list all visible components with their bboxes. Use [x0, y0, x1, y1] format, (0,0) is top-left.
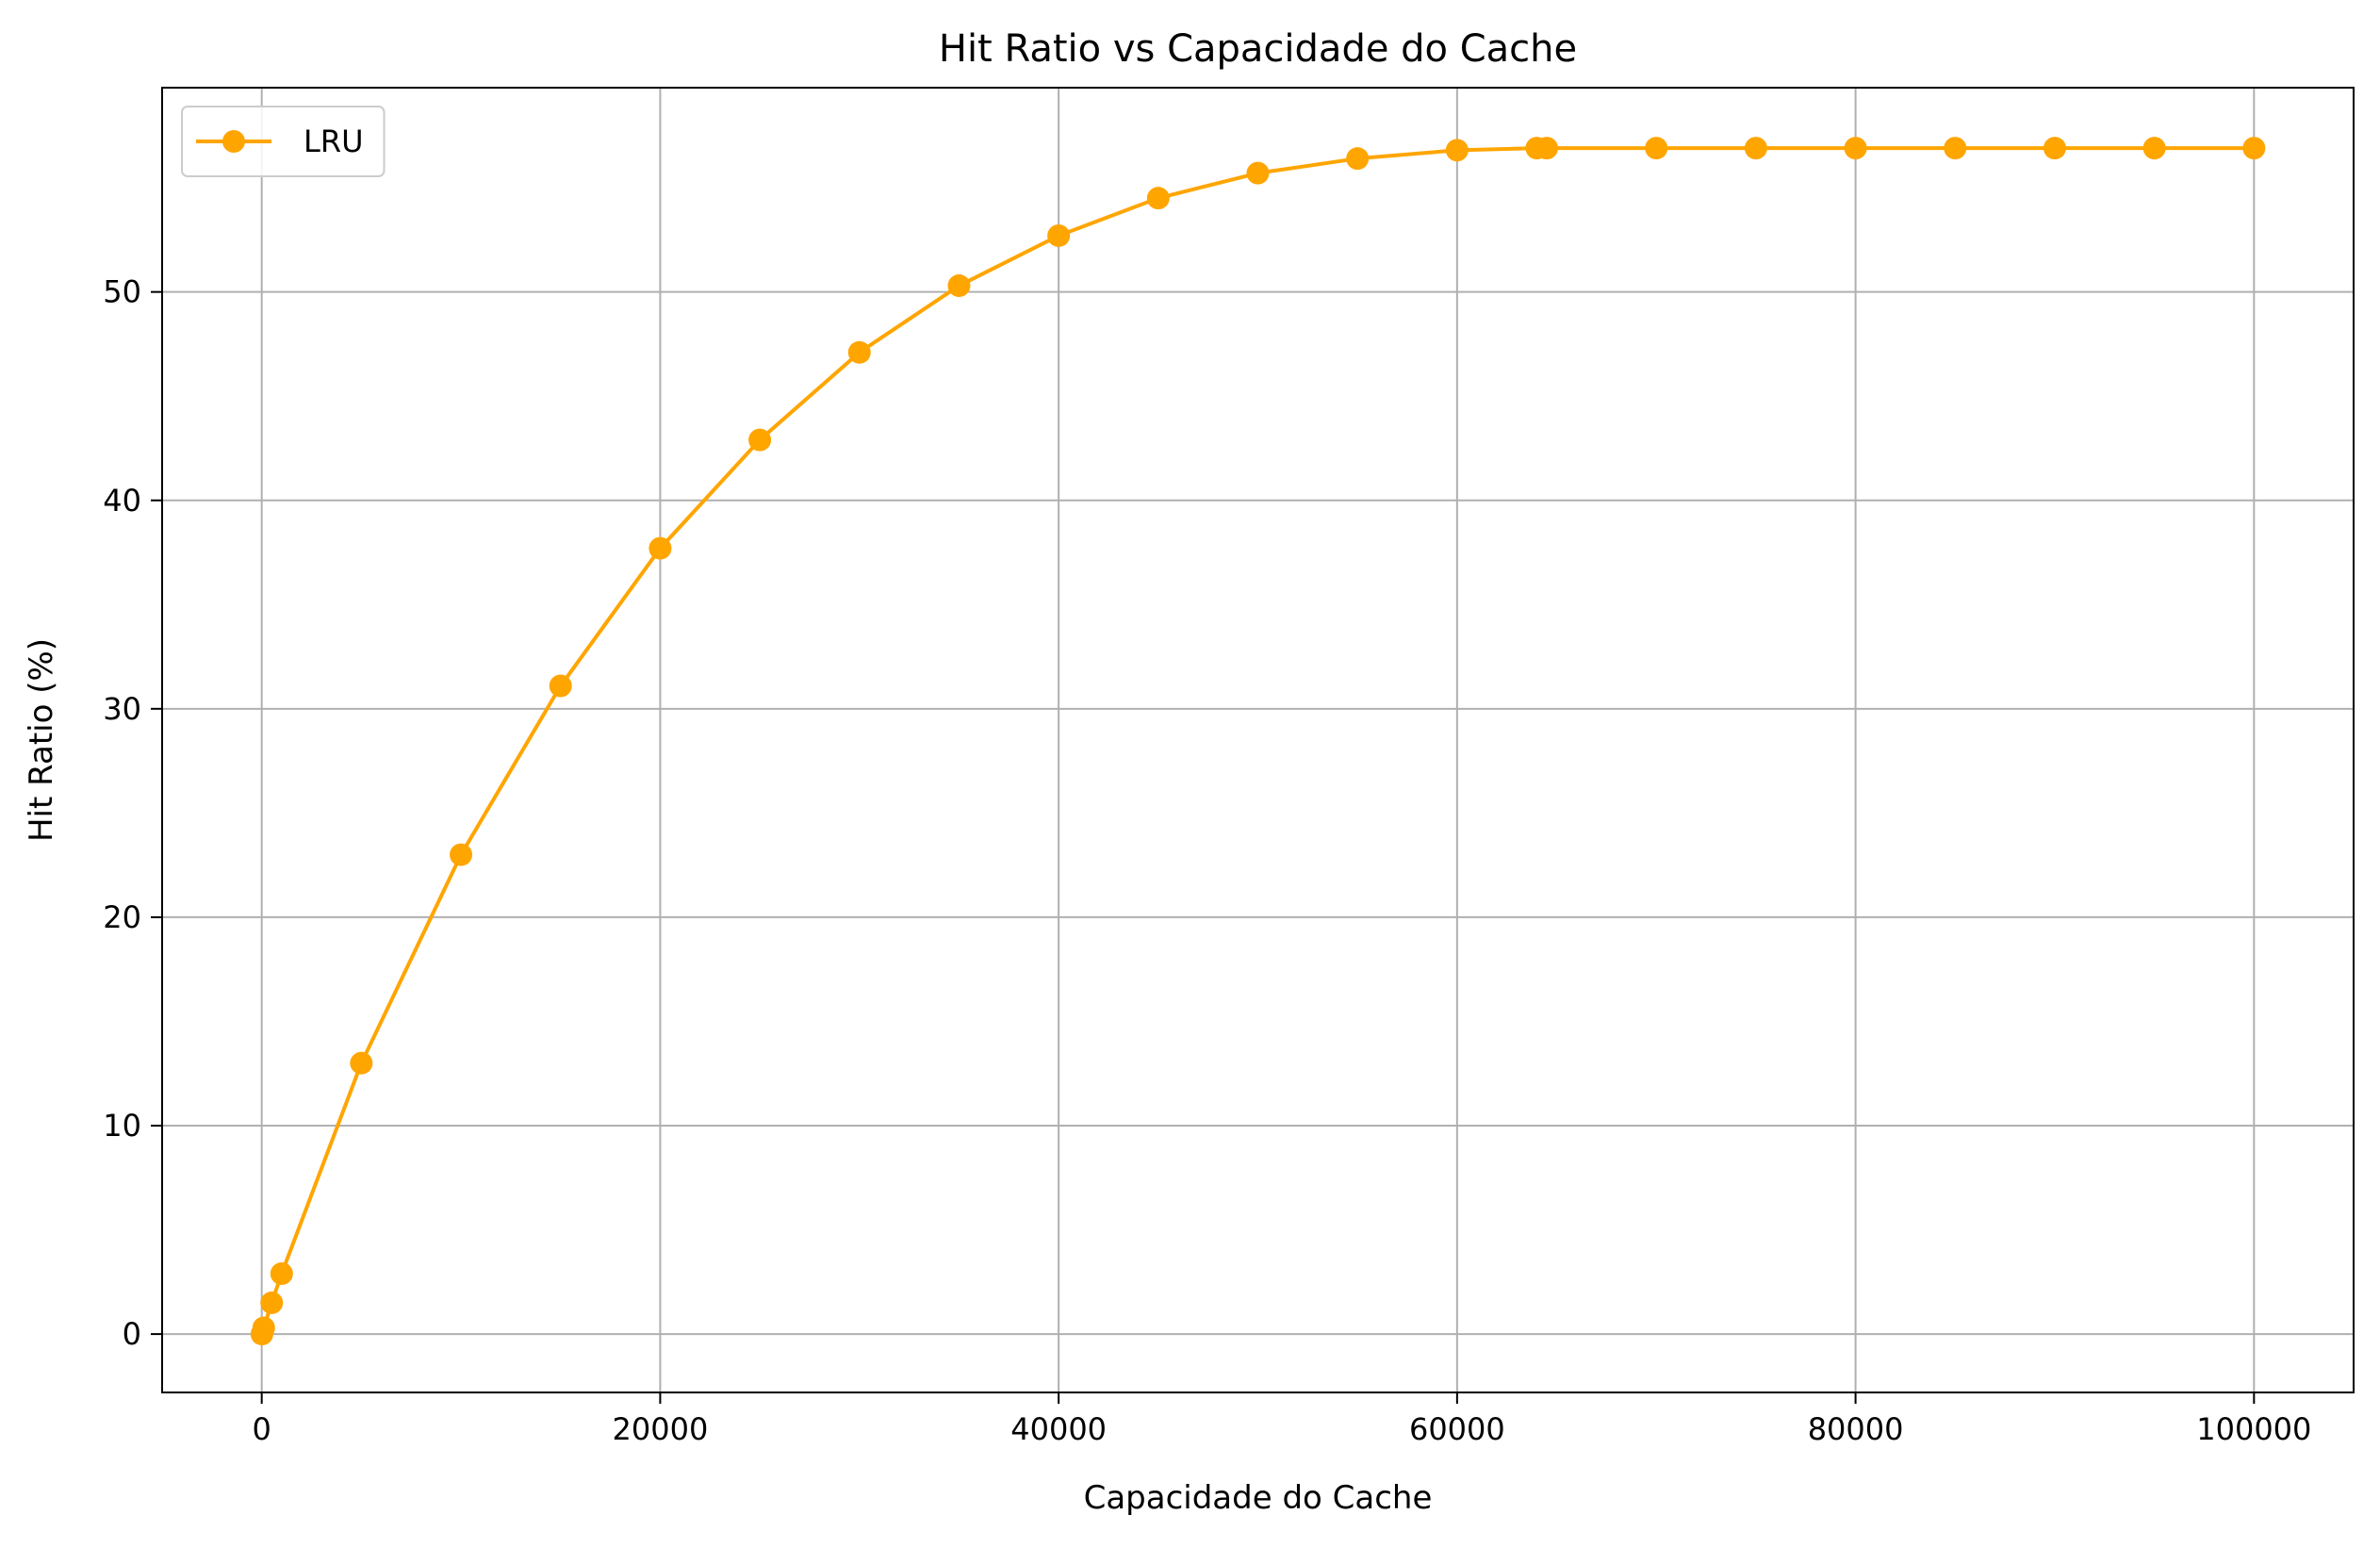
- data-point: [1645, 137, 1668, 160]
- legend: LRU: [181, 106, 386, 177]
- series-layer: [250, 137, 2266, 1346]
- data-point: [648, 536, 672, 560]
- axis-ticks: 0 20000 40000 60000 80000 100000 0 10 20 30 40 50: [103, 274, 2311, 1447]
- legend-box: [181, 106, 386, 177]
- x-axis-label: Capacidade do Cache: [1084, 1479, 1433, 1517]
- data-point: [1346, 147, 1370, 171]
- data-point: [252, 1316, 275, 1340]
- x-tick-label: 80000: [1808, 1411, 1904, 1447]
- y-tick-label: 50: [103, 274, 141, 310]
- data-point: [549, 674, 572, 698]
- y-tick-label: 40: [103, 483, 141, 519]
- x-tick-label: 20000: [613, 1411, 709, 1447]
- chart-title: Hit Ratio vs Capacidade do Cache: [939, 27, 1577, 71]
- data-point: [748, 428, 772, 452]
- plot-frame: [161, 87, 2355, 1393]
- legend-marker-lru: [222, 130, 245, 153]
- data-point: [270, 1261, 293, 1285]
- y-tick-label: 20: [103, 899, 141, 935]
- data-point: [1844, 137, 1867, 160]
- data-point: [2142, 137, 2166, 160]
- x-tick-label: 0: [253, 1411, 271, 1447]
- data-point: [847, 340, 871, 364]
- data-point: [1535, 137, 1558, 160]
- x-tick-label: 40000: [1010, 1411, 1107, 1447]
- data-point: [2043, 137, 2066, 160]
- y-tick-label: 10: [103, 1108, 141, 1144]
- data-point: [260, 1291, 284, 1314]
- data-point: [2242, 137, 2266, 160]
- x-tick-label: 60000: [1409, 1411, 1505, 1447]
- data-point: [350, 1051, 373, 1075]
- data-point: [450, 843, 473, 866]
- data-point: [1146, 187, 1170, 210]
- data-point: [947, 274, 971, 298]
- data-point: [1445, 139, 1469, 162]
- grid-lines: [162, 88, 2354, 1392]
- y-tick-label: 30: [103, 691, 141, 727]
- data-point: [1047, 223, 1071, 247]
- x-tick-label: 100000: [2196, 1411, 2311, 1447]
- y-axis-label: Hit Ratio (%): [23, 638, 60, 842]
- legend-label-lru: LRU: [304, 124, 363, 159]
- data-point: [1944, 137, 1967, 160]
- data-point: [1246, 161, 1270, 185]
- y-tick-label: 0: [123, 1316, 141, 1352]
- data-point: [1744, 137, 1767, 160]
